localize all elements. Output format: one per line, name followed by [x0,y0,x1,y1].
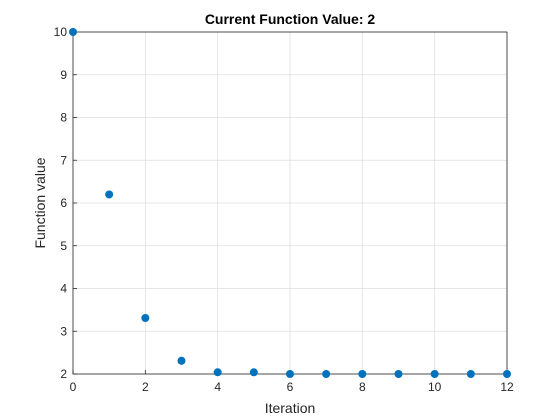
y-tick-label: 8 [60,111,67,125]
x-tick-label: 0 [70,380,77,394]
y-tick-label: 6 [60,196,67,210]
data-point [394,370,403,378]
y-tick-label: 4 [60,282,67,296]
y-tick-label: 5 [60,239,67,253]
data-point [430,370,439,378]
data-points [69,28,511,378]
data-point [141,313,150,322]
y-tick-label: 10 [54,25,68,39]
y-axis-title: Function value [32,157,48,248]
data-point [177,356,186,365]
chart-title: Current Function Value: 2 [205,11,376,27]
y-tick-label: 7 [60,153,67,167]
data-point [213,368,222,377]
y-tick-label: 3 [60,324,67,338]
x-tick-label: 2 [142,380,149,394]
data-point [358,370,367,378]
data-point [105,190,114,199]
x-axis-title: Iteration [265,400,316,416]
x-tick-label: 6 [287,380,294,394]
data-point [249,368,258,377]
data-point [466,370,475,378]
y-tick-label: 9 [60,68,67,82]
data-point [286,370,294,378]
x-tick-label: 12 [500,380,514,394]
x-tick-label: 4 [214,380,221,394]
data-point [503,370,511,378]
y-tick-label: 2 [60,367,67,381]
x-tick-label: 10 [428,380,442,394]
data-point [69,28,77,36]
x-tick-label: 8 [359,380,366,394]
data-point [322,370,331,378]
